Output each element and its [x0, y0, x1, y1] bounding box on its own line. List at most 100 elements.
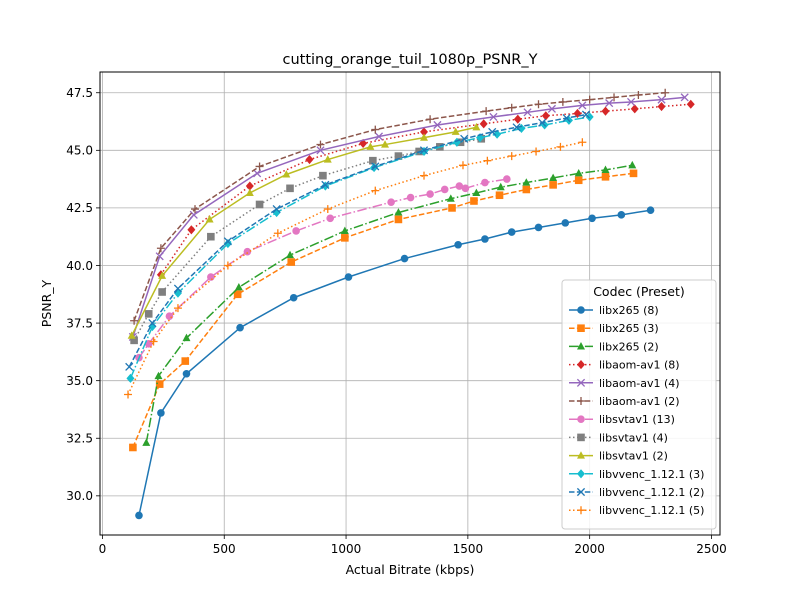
data-point [573, 108, 582, 119]
data-point [420, 171, 428, 180]
data-point [165, 312, 174, 320]
data-point [558, 97, 567, 106]
data-point [601, 165, 610, 173]
data-point [273, 229, 282, 238]
legend-entry: libsvtav1 (2) [569, 450, 668, 463]
data-point [585, 95, 594, 104]
data-point [286, 184, 294, 193]
legend-marker [577, 360, 585, 370]
data-point [255, 162, 264, 171]
data-point [182, 369, 191, 378]
series-line [128, 113, 587, 368]
series-3 [142, 160, 637, 446]
x-tick-label: 1000 [331, 542, 362, 556]
data-point [532, 147, 541, 156]
data-point [207, 232, 215, 241]
legend-marker [577, 306, 585, 314]
data-point [305, 154, 314, 165]
x-tick-label: 0 [99, 542, 107, 556]
data-point [400, 254, 409, 263]
legend: Codec (Preset) libx265 (8) libx265 (3) lib… [561, 279, 717, 530]
data-point [601, 106, 610, 116]
y-axis-label: PSNR_Y [39, 279, 54, 327]
data-point [341, 234, 349, 242]
data-point [127, 331, 136, 339]
legend-marker [577, 415, 585, 424]
legend-label: libsvtav1 (2) [599, 450, 668, 463]
data-point [158, 288, 166, 296]
data-point [154, 371, 163, 380]
legend-label: libaom-av1 (4) [599, 377, 680, 390]
data-point [472, 122, 481, 131]
data-point [661, 88, 670, 97]
legend-marker [577, 342, 585, 350]
data-point [366, 142, 375, 150]
data-point [205, 215, 214, 223]
legend-entry: libsvtav1 (13) [569, 413, 675, 426]
data-point [135, 511, 143, 520]
data-point [371, 186, 380, 195]
data-point [646, 206, 655, 215]
data-point [234, 283, 243, 291]
data-point [483, 156, 492, 165]
data-point [126, 373, 135, 383]
data-point [371, 125, 380, 134]
data-point [144, 310, 153, 318]
series-11 [125, 110, 591, 371]
data-point [541, 111, 550, 121]
legend-marker [576, 487, 586, 497]
data-point [394, 152, 403, 160]
legend-entry: libx265 (2) [569, 340, 659, 353]
data-point [130, 316, 139, 325]
x-tick-label: 2000 [574, 542, 605, 556]
data-point [124, 390, 133, 399]
data-point [223, 261, 232, 270]
data-point [495, 191, 504, 200]
data-point [243, 247, 252, 256]
data-point [125, 362, 134, 371]
series-5 [128, 93, 689, 341]
data-point [549, 181, 557, 189]
data-point [461, 184, 470, 193]
data-point [627, 97, 636, 107]
data-point [451, 127, 460, 135]
legend-entry: libvvenc_1.12.1 (5) [569, 504, 704, 517]
legend-label: libx265 (2) [599, 340, 659, 353]
legend-label: libaom-av1 (2) [599, 395, 680, 408]
data-point [686, 99, 695, 109]
data-point [448, 204, 456, 212]
data-point [454, 240, 462, 249]
data-point [326, 214, 335, 223]
data-point [507, 152, 516, 161]
data-point [173, 284, 183, 293]
data-point [446, 194, 455, 202]
data-point [476, 133, 485, 143]
legend-marker [577, 324, 585, 332]
series-line [127, 141, 583, 395]
data-point [585, 112, 594, 122]
y-tick-label: 37.5 [66, 316, 93, 330]
data-point [634, 91, 643, 100]
data-point [513, 114, 522, 124]
data-point [460, 134, 469, 143]
data-point [394, 208, 403, 216]
plot-series [124, 88, 695, 520]
data-point [523, 108, 532, 117]
data-point [255, 200, 264, 209]
legend-entry: libvvenc_1.12.1 (2) [569, 486, 704, 499]
y-tick-label: 45.0 [66, 144, 93, 158]
data-point [426, 115, 435, 124]
data-point [129, 443, 137, 452]
data-point [286, 250, 295, 259]
data-point [316, 140, 325, 149]
data-point [657, 95, 666, 104]
data-point [517, 123, 526, 133]
data-point [534, 223, 543, 232]
data-point [433, 120, 442, 130]
data-point [253, 169, 262, 178]
data-point [289, 293, 298, 302]
data-point [394, 215, 403, 224]
data-point [155, 380, 164, 388]
data-point [344, 273, 353, 281]
data-point [481, 235, 489, 243]
